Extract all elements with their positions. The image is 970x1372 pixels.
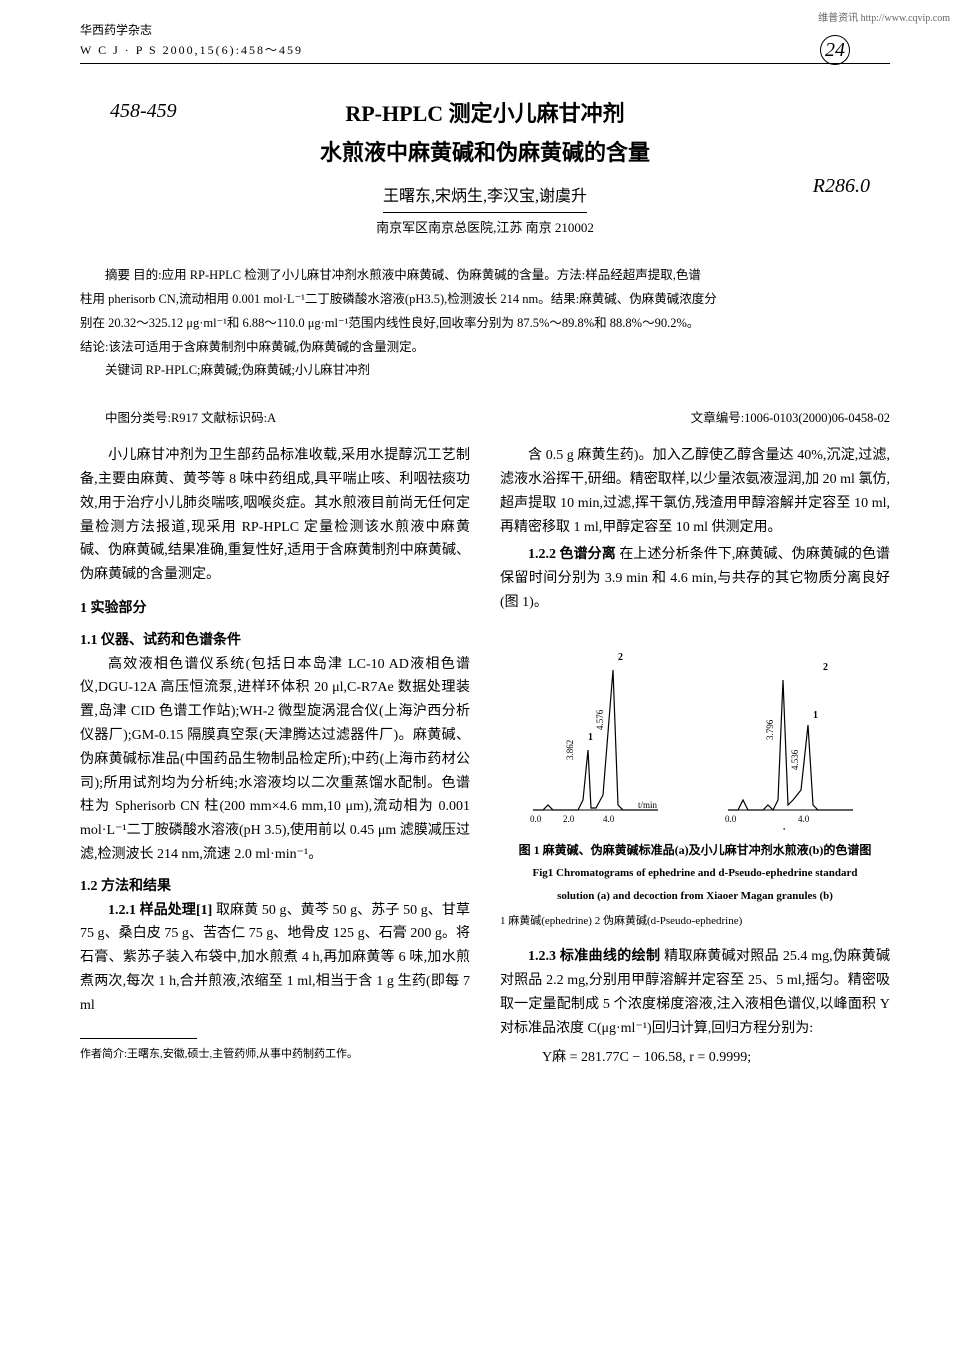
- handwritten-classification: R286.0: [813, 169, 870, 203]
- svg-text:4.576: 4.576: [595, 709, 605, 730]
- instruments-para: 高效液相色谱仪系统(包括日本岛津 LC-10 AD液相色谱仪,DGU-12A 高…: [80, 653, 470, 867]
- chromatogram-b: 3.796 4.536 2 1 0.0 4.0 b: [713, 640, 873, 830]
- journal-name-cn: 华西药学杂志: [80, 20, 890, 40]
- chromatogram-plots: 3.862 4.576 1 2 0.0 2.0 4.0 t/min a 3.79…: [500, 630, 890, 830]
- chroma-sep-para: 1.2.2 色谱分离 在上述分析条件下,麻黄碱、伪麻黄碱的色谱保留时间分别为 3…: [500, 543, 890, 614]
- sample-prep-para: 1.2.1 样品处理[1] 取麻黄 50 g、黄芩 50 g、苏子 50 g、甘…: [80, 899, 470, 1018]
- section-1-2-3: 1.2.3 标准曲线的绘制: [528, 949, 660, 964]
- sample-prep-text: 取麻黄 50 g、黄芩 50 g、苏子 50 g、甘草 75 g、桑白皮 75 …: [80, 903, 470, 1013]
- title-block: 458-459 R286.0 RP-HPLC 测定小儿麻甘冲剂 水煎液中麻黄碱和…: [80, 94, 890, 239]
- journal-issue: W C J · P S 2000,15(6):458～459: [80, 40, 890, 60]
- svg-text:2: 2: [618, 652, 623, 663]
- svg-text:4.0: 4.0: [603, 814, 615, 824]
- article-title-line1: RP-HPLC 测定小儿麻甘冲剂: [80, 94, 890, 134]
- footnote-separator: [80, 1038, 197, 1039]
- svg-text:1: 1: [588, 732, 593, 743]
- abstract-text: 摘要 目的:应用 RP-HPLC 检测了小儿麻甘冲剂水煎液中麻黄碱、伪麻黄碱的含…: [80, 264, 890, 288]
- handwritten-page-range: 458-459: [110, 94, 177, 128]
- svg-text:3.796: 3.796: [765, 719, 775, 740]
- svg-text:a: a: [588, 826, 593, 830]
- affiliation: 南京军区南京总医院,江苏 南京 210002: [80, 217, 890, 239]
- figure-1: 3.862 4.576 1 2 0.0 2.0 4.0 t/min a 3.79…: [500, 630, 890, 930]
- section-1: 1 实验部分: [80, 597, 470, 621]
- svg-text:1: 1: [813, 710, 818, 721]
- svg-text:0.0: 0.0: [530, 814, 542, 824]
- classification-row: 中图分类号:R917 文献标识码:A 文章编号:1006-0103(2000)0…: [80, 408, 890, 429]
- svg-text:2.0: 2.0: [563, 814, 575, 824]
- chromatogram-a: 3.862 4.576 1 2 0.0 2.0 4.0 t/min a: [518, 640, 678, 830]
- source-link: 维普资讯 http://www.cqvip.com: [818, 10, 950, 27]
- author-footnote: 作者简介:王曙东,安徽,硕士,主管药师,从事中药制药工作。: [80, 1045, 470, 1064]
- figure-legend: 1 麻黄碱(ephedrine) 2 伪麻黄碱(d-Pseudo-ephedri…: [500, 912, 890, 931]
- calibration-para: 1.2.3 标准曲线的绘制 精取麻黄碱对照品 25.4 mg,伪麻黄碱对照品 2…: [500, 945, 890, 1040]
- classification-code: 中图分类号:R917 文献标识码:A: [80, 408, 276, 429]
- section-1-2-2: 1.2.2 色谱分离: [528, 547, 616, 562]
- sample-prep-cont: 含 0.5 g 麻黄生药)。加入乙醇使乙醇含量达 40%,沉淀,过滤,滤液水浴挥…: [500, 444, 890, 539]
- figure-caption-en1: Fig1 Chromatograms of ephedrine and d-Ps…: [500, 864, 890, 883]
- section-1-1: 1.1 仪器、试药和色谱条件: [80, 629, 470, 653]
- figure-caption-en2: solution (a) and decoction from Xiaoer M…: [500, 887, 890, 906]
- right-column: 含 0.5 g 麻黄生药)。加入乙醇使乙醇含量达 40%,沉淀,过滤,滤液水浴挥…: [500, 444, 890, 1070]
- abstract-text: 结论:该法可适用于含麻黄制剂中麻黄碱,伪麻黄碱的含量测定。: [80, 336, 890, 360]
- section-1-2: 1.2 方法和结果: [80, 875, 470, 899]
- svg-text:t/min: t/min: [638, 800, 658, 810]
- abstract-text: 别在 20.32～325.12 μg·ml⁻¹和 6.88～110.0 μg·m…: [80, 312, 890, 336]
- intro-para: 小儿麻甘冲剂为卫生部药品标准收载,采用水提醇沉工艺制备,主要由麻黄、黄芩等 8 …: [80, 444, 470, 587]
- left-column: 小儿麻甘冲剂为卫生部药品标准收载,采用水提醇沉工艺制备,主要由麻黄、黄芩等 8 …: [80, 444, 470, 1070]
- article-id: 文章编号:1006-0103(2000)06-0458-02: [691, 408, 890, 429]
- regression-equation: Y麻 = 281.77C − 106.58, r = 0.9999;: [500, 1046, 890, 1070]
- article-title-line2: 水煎液中麻黄碱和伪麻黄碱的含量: [80, 133, 890, 173]
- figure-caption-cn: 图 1 麻黄碱、伪麻黄碱标准品(a)及小儿麻甘冲剂水煎液(b)的色谱图: [500, 840, 890, 860]
- svg-text:4.0: 4.0: [798, 814, 810, 824]
- page-annotation: 24: [820, 35, 850, 65]
- svg-text:0.0: 0.0: [725, 814, 737, 824]
- svg-text:3.862: 3.862: [565, 740, 575, 760]
- svg-text:2: 2: [823, 662, 828, 673]
- body-columns: 小儿麻甘冲剂为卫生部药品标准收载,采用水提醇沉工艺制备,主要由麻黄、黄芩等 8 …: [80, 444, 890, 1070]
- svg-text:4.536: 4.536: [790, 749, 800, 770]
- section-1-2-1: 1.2.1 样品处理[1]: [108, 903, 212, 918]
- authors: 王曙东,宋炳生,李汉宝,谢虞升: [383, 183, 587, 213]
- abstract-text: 柱用 pherisorb CN,流动相用 0.001 mol·L⁻¹二丁胺磷酸水…: [80, 288, 890, 312]
- journal-header: 华西药学杂志 W C J · P S 2000,15(6):458～459: [80, 20, 890, 64]
- keywords: 关键词 RP-HPLC;麻黄碱;伪麻黄碱;小儿麻甘冲剂: [80, 359, 890, 383]
- svg-text:b: b: [783, 826, 789, 830]
- abstract-block: 摘要 目的:应用 RP-HPLC 检测了小儿麻甘冲剂水煎液中麻黄碱、伪麻黄碱的含…: [80, 264, 890, 383]
